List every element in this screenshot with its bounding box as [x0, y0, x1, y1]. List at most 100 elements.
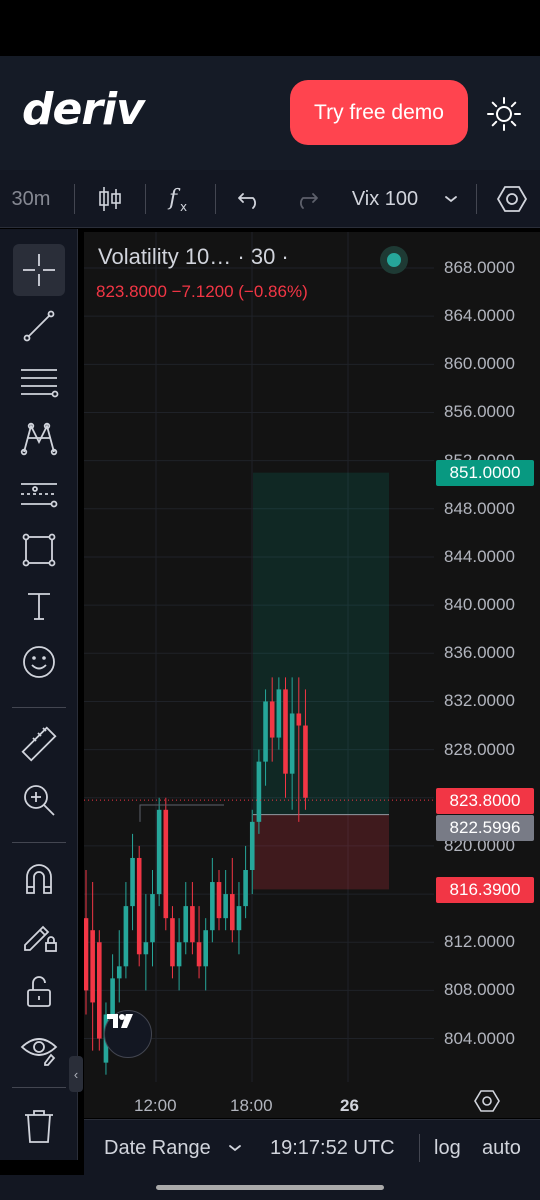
try-free-demo-button[interactable]: Try free demo: [290, 80, 468, 145]
candle-body: [156, 809, 162, 895]
bottom-bar-divider: [419, 1134, 420, 1162]
log-scale-toggle[interactable]: log: [434, 1136, 461, 1159]
trend-line-icon[interactable]: [13, 300, 65, 352]
candle-body: [236, 906, 242, 931]
status-bar: [0, 0, 540, 56]
price-axis-label: 856.0000: [444, 402, 515, 422]
legend-values: 823.8000 −7.1200 (−0.86%): [96, 282, 308, 301]
market-status-dot: [380, 246, 408, 274]
candle-body: [203, 930, 208, 967]
candle-body: [136, 857, 142, 955]
date-range-button[interactable]: Date Range: [104, 1136, 211, 1159]
magnet-icon[interactable]: [13, 853, 65, 905]
zoom-in-icon[interactable]: [13, 774, 65, 826]
bottom-bar: Date Range 19:17:52 UTC log auto: [84, 1119, 540, 1175]
pattern-icon[interactable]: [13, 412, 65, 464]
candle-body: [283, 689, 288, 774]
candle-body: [150, 894, 155, 943]
price-axis-label: 808.0000: [444, 980, 515, 1000]
price-axis-label: 832.0000: [444, 691, 515, 711]
trash-icon[interactable]: [13, 1100, 65, 1152]
chevron-down-icon[interactable]: [438, 170, 464, 228]
candle-body: [269, 701, 275, 738]
symbol-selector[interactable]: Vix 100: [351, 187, 419, 210]
toolbar-divider: [74, 184, 75, 214]
candlestick-chart[interactable]: [84, 232, 540, 1118]
price-axis-label: 868.0000: [444, 258, 515, 277]
candles-icon[interactable]: [88, 170, 132, 228]
price-axis-label: 840.0000: [444, 595, 515, 615]
candle-body: [84, 918, 89, 991]
candle-body: [190, 906, 195, 943]
sidebar-divider: [12, 1087, 66, 1088]
candle-body: [110, 978, 115, 1039]
time-axis-label: 12:00: [134, 1096, 177, 1115]
candle-body: [170, 918, 175, 967]
sun-icon[interactable]: [484, 94, 524, 134]
price-axis-label: 848.0000: [444, 498, 515, 518]
forecast-icon[interactable]: [13, 468, 65, 520]
entry-price-label: 822.5996: [436, 815, 534, 841]
ruler-icon[interactable]: [13, 718, 65, 770]
text-icon[interactable]: [13, 580, 65, 632]
candle-body: [196, 942, 202, 967]
home-gesture-pill[interactable]: [156, 1185, 384, 1190]
candle-body: [256, 761, 262, 822]
candle-body: [230, 894, 235, 931]
chevron-down-icon[interactable]: [228, 1120, 242, 1176]
hexagon-gear-icon[interactable]: [490, 170, 534, 228]
tradingview-logo[interactable]: [104, 1010, 152, 1058]
candle-body: [163, 809, 169, 919]
candle-body: [263, 701, 268, 762]
target-price-label: 851.0000: [436, 460, 534, 486]
time-axis-label: 26: [340, 1096, 359, 1115]
current-price-label: 823.8000: [436, 788, 534, 814]
emoji-icon[interactable]: [13, 636, 65, 688]
hexagon-settings-icon[interactable]: [472, 1086, 502, 1116]
toolbar-divider: [476, 184, 477, 214]
candle-body: [183, 906, 189, 943]
legend-title: Volatility 10… · 30 ·: [98, 244, 289, 269]
loss-zone: [253, 814, 389, 890]
candle-body: [176, 942, 182, 967]
eye-icon[interactable]: [13, 1021, 65, 1073]
candle-body: [130, 857, 135, 907]
svg-text:f: f: [167, 186, 181, 211]
time-axis-label: 18:00: [230, 1096, 273, 1115]
candle-body: [90, 930, 95, 1003]
fib-lines-icon[interactable]: [13, 356, 65, 408]
price-axis-label: 844.0000: [444, 546, 515, 566]
candle-body: [97, 942, 102, 1039]
lock-draw-icon[interactable]: [13, 909, 65, 961]
candle-body: [123, 906, 129, 967]
sidebar-divider: [12, 707, 66, 708]
rectangle-icon[interactable]: [13, 524, 65, 576]
unlock-icon[interactable]: [13, 965, 65, 1017]
toolbar-divider: [145, 184, 146, 214]
candle-body: [243, 870, 248, 907]
interval-button[interactable]: 30m: [11, 187, 51, 210]
chart-area[interactable]: Volatility 10… · 30 · 823.8000 −7.1200 (…: [84, 232, 540, 1118]
prev-close-line: [139, 804, 224, 822]
crosshair-icon[interactable]: [13, 244, 65, 296]
price-axis-label: 828.0000: [444, 739, 515, 759]
toolbar-divider: [215, 184, 216, 214]
collapse-sidebar-handle[interactable]: ‹: [69, 1056, 83, 1092]
redo-icon[interactable]: [284, 170, 328, 228]
drawing-tools-sidebar: [0, 229, 78, 1160]
price-axis-label: 804.0000: [444, 1028, 515, 1048]
auto-scale-toggle[interactable]: auto: [482, 1136, 521, 1159]
candle-body: [289, 713, 295, 774]
price-axis-label: 864.0000: [444, 306, 515, 326]
candle-body: [116, 966, 122, 979]
candle-body: [223, 894, 228, 919]
clock-time[interactable]: 19:17:52 UTC: [270, 1136, 395, 1159]
sidebar-divider: [12, 842, 66, 843]
candle-body: [303, 725, 308, 798]
price-axis-label: 860.0000: [444, 354, 515, 374]
deriv-logo[interactable]: deriv: [22, 84, 145, 135]
undo-icon[interactable]: [228, 170, 272, 228]
price-axis-label: 836.0000: [444, 643, 515, 663]
